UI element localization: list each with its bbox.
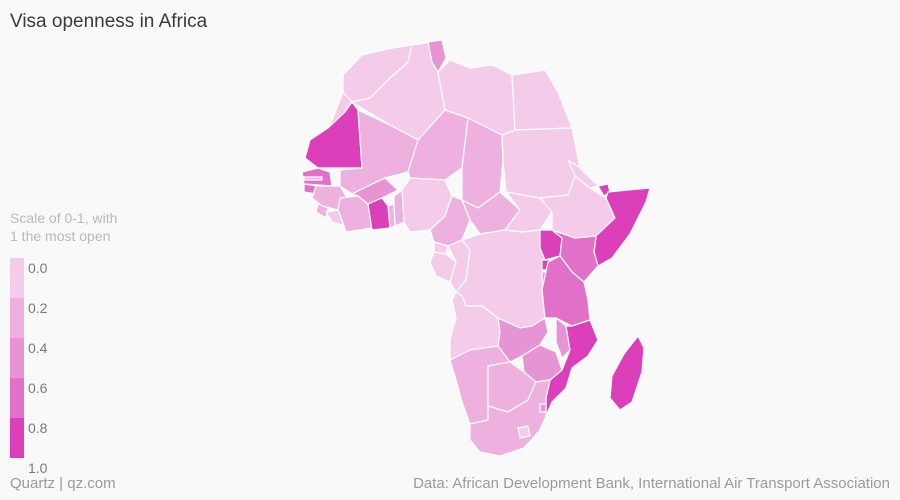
legend-swatch bbox=[10, 338, 24, 378]
legend-tick-label: 0.6 bbox=[28, 380, 48, 396]
legend-swatch bbox=[10, 258, 24, 298]
legend-swatch bbox=[10, 298, 24, 338]
footer-source: Data: African Development Bank, Internat… bbox=[413, 475, 890, 492]
region-eswatini bbox=[539, 403, 547, 413]
region-mauritania bbox=[304, 101, 363, 169]
legend-caption: Scale of 0-1, with 1 the most open bbox=[10, 209, 210, 245]
color-legend: 0.0 0.2 0.4 0.6 0.8 1.0 bbox=[10, 258, 90, 476]
region-malawi bbox=[555, 317, 571, 359]
region-niger bbox=[407, 109, 469, 181]
legend-caption-line-1: Scale of 0-1, with bbox=[10, 210, 118, 226]
region-madagascar bbox=[609, 335, 645, 411]
legend-tick-label: 0.8 bbox=[28, 420, 48, 436]
region-ghana bbox=[367, 197, 391, 231]
region-eritrea bbox=[567, 159, 599, 189]
legend-tick-label: 0.0 bbox=[28, 260, 48, 276]
legend-tick-label: 0.4 bbox=[28, 340, 48, 356]
legend-tick-label: 1.0 bbox=[28, 460, 48, 476]
legend-swatch bbox=[10, 418, 24, 458]
footer-credit: Quartz | qz.com bbox=[10, 475, 116, 492]
region-sudan bbox=[501, 127, 581, 199]
region-benin bbox=[393, 189, 405, 227]
region-lesotho bbox=[517, 425, 531, 439]
legend-swatch bbox=[10, 378, 24, 418]
region-burkina-faso bbox=[351, 177, 399, 205]
legend-tick-label: 0.2 bbox=[28, 300, 48, 316]
page-title: Visa openness in Africa bbox=[10, 11, 208, 32]
region-egypt bbox=[511, 69, 573, 131]
legend-caption-line-2: 1 the most open bbox=[10, 228, 111, 244]
region-tunisia bbox=[427, 39, 447, 73]
region-sierra-leone bbox=[315, 203, 329, 219]
region-kenya bbox=[551, 229, 599, 283]
region-south-africa bbox=[469, 379, 551, 457]
region-gambia bbox=[303, 176, 323, 181]
